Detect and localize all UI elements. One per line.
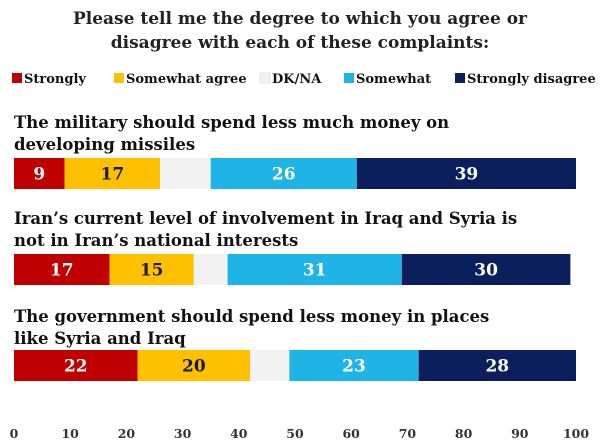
x-axis: 0 10 20 30 40 50 60 70 80 90 100 — [10, 426, 590, 441]
x-tick-label: 40 — [230, 426, 248, 441]
data-label: 22 — [64, 357, 88, 377]
data-label: 30 — [474, 261, 498, 281]
bar-segment — [289, 350, 419, 381]
question-label-line: not in Iran’s national interests — [14, 231, 298, 250]
data-label: 31 — [303, 261, 327, 281]
data-label: 15 — [140, 261, 164, 281]
bar-segment — [137, 350, 251, 381]
legend-label: Somewhat agree — [126, 72, 247, 87]
data-label: 9 — [33, 165, 45, 185]
x-tick-label: 90 — [511, 426, 529, 441]
legend-label: Strongly — [24, 72, 86, 87]
bar-segment — [401, 254, 571, 285]
question-label-line: like Syria and Iraq — [14, 329, 186, 348]
chart-title-line: disagree with each of these complaints: — [111, 33, 489, 53]
question-labels: The military should spend less much mone… — [14, 113, 517, 348]
x-tick-label: 80 — [455, 426, 473, 441]
bar-segment — [160, 158, 211, 189]
bar-segment — [250, 350, 290, 381]
legend-swatch — [12, 73, 22, 83]
x-tick-label: 10 — [61, 426, 79, 441]
chart-title: Please tell me the degree to which you a… — [73, 9, 528, 53]
legend-swatch — [259, 72, 271, 84]
bar-segment — [356, 158, 576, 189]
question-label-line: developing missiles — [14, 135, 195, 154]
question-label-line: Iran’s current level of involvement in I… — [14, 209, 517, 228]
question-label-line: The government should spend less money i… — [14, 307, 489, 326]
bar-segment — [14, 350, 138, 381]
chart-title-line: Please tell me the degree to which you a… — [73, 9, 528, 29]
x-tick-label: 20 — [118, 426, 136, 441]
bar-segment — [14, 158, 65, 189]
x-tick-label: 0 — [10, 426, 19, 441]
legend-label: Strongly disagree — [467, 72, 596, 87]
bar-segment — [210, 158, 357, 189]
x-tick-label: 100 — [563, 426, 589, 441]
x-tick-label: 60 — [342, 426, 360, 441]
data-label: 17 — [101, 165, 125, 185]
legend-swatch — [344, 73, 354, 83]
legend-swatch — [114, 73, 124, 83]
data-label: 26 — [272, 165, 296, 185]
bar-segment — [14, 254, 110, 285]
legend: Strongly Somewhat agree DK/NA Somewhat Stron… — [12, 72, 596, 87]
data-label: 28 — [485, 357, 509, 377]
bar-segment — [193, 254, 228, 285]
x-tick-label: 70 — [399, 426, 417, 441]
bar-segment — [109, 254, 194, 285]
data-label: 17 — [50, 261, 74, 281]
x-tick-label: 30 — [174, 426, 192, 441]
legend-label: DK/NA — [272, 72, 322, 87]
bar-segment — [64, 158, 161, 189]
data-label: 20 — [182, 357, 206, 377]
legend-label: Somewhat — [356, 72, 431, 87]
bar-segment — [227, 254, 402, 285]
data-label: 39 — [455, 165, 479, 185]
x-tick-label: 50 — [286, 426, 304, 441]
question-label-line: The military should spend less much mone… — [14, 113, 449, 132]
bar-segment — [418, 350, 576, 381]
bars: 9 17 26 39 17 15 31 30 22 20 23 28 — [14, 158, 576, 381]
legend-swatch — [455, 73, 465, 83]
data-label: 23 — [342, 357, 366, 377]
